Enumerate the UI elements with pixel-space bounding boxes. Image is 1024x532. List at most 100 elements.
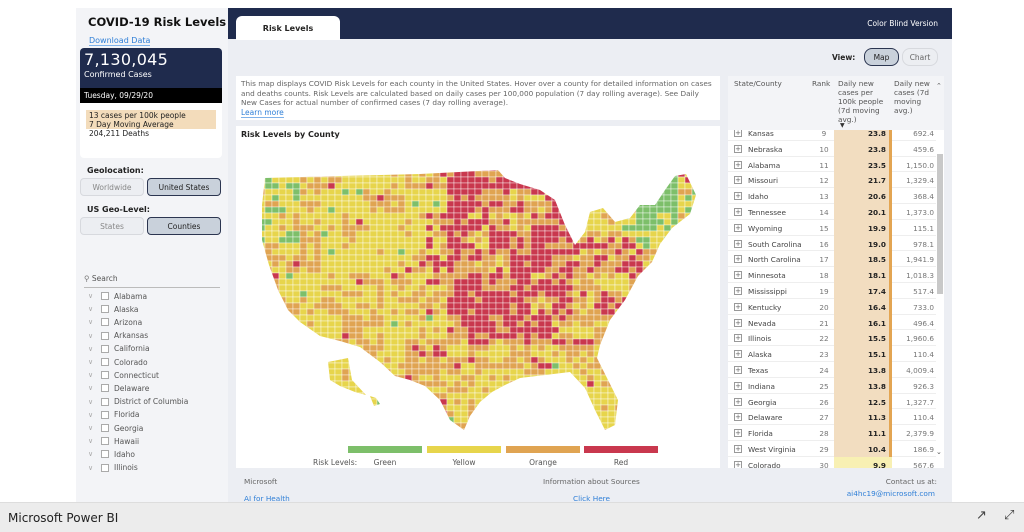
county-cell[interactable] — [390, 254, 399, 262]
county-cell[interactable] — [376, 194, 385, 202]
county-cell[interactable] — [495, 165, 504, 172]
county-cell[interactable] — [292, 218, 301, 226]
county-cell[interactable] — [362, 188, 371, 196]
checkbox[interactable] — [101, 384, 109, 393]
county-cell[interactable] — [530, 422, 539, 430]
county-cell[interactable] — [404, 386, 413, 394]
county-cell[interactable] — [516, 218, 525, 226]
county-cell[interactable] — [258, 302, 266, 310]
county-cell[interactable] — [649, 332, 658, 340]
county-cell[interactable] — [663, 356, 672, 364]
expand-icon[interactable]: + — [734, 271, 742, 280]
county-cell[interactable] — [474, 374, 483, 382]
county-cell[interactable] — [397, 314, 406, 322]
county-cell[interactable] — [285, 236, 294, 244]
county-cell[interactable] — [327, 320, 336, 328]
county-cell[interactable] — [418, 242, 427, 250]
county-cell[interactable] — [306, 422, 315, 430]
county-cell[interactable] — [516, 386, 525, 394]
county-cell[interactable] — [376, 236, 385, 244]
county-cell[interactable] — [383, 320, 392, 328]
county-cell[interactable] — [628, 296, 637, 304]
county-cell[interactable] — [572, 392, 581, 400]
county-cell[interactable] — [390, 290, 399, 298]
county-cell[interactable] — [488, 308, 497, 316]
county-cell[interactable] — [334, 416, 343, 424]
county-cell[interactable] — [509, 165, 518, 172]
county-cell[interactable] — [621, 392, 630, 400]
county-cell[interactable] — [663, 254, 672, 262]
county-cell[interactable] — [642, 218, 651, 226]
county-cell[interactable] — [495, 356, 504, 364]
county-cell[interactable] — [278, 368, 287, 376]
county-cell[interactable] — [593, 302, 602, 310]
county-cell[interactable] — [292, 242, 301, 250]
county-cell[interactable] — [537, 182, 546, 190]
county-cell[interactable] — [383, 242, 392, 250]
county-cell[interactable] — [607, 368, 616, 376]
county-cell[interactable] — [607, 200, 616, 208]
county-cell[interactable] — [642, 368, 651, 376]
county-cell[interactable] — [523, 410, 532, 418]
county-cell[interactable] — [355, 224, 364, 232]
county-cell[interactable] — [404, 242, 413, 250]
county-cell[interactable] — [677, 308, 686, 316]
county-cell[interactable] — [628, 248, 637, 256]
county-cell[interactable] — [313, 368, 322, 376]
county-cell[interactable] — [411, 248, 420, 256]
county-cell[interactable] — [425, 350, 434, 358]
county-cell[interactable] — [663, 170, 672, 178]
county-cell[interactable] — [418, 182, 427, 190]
county-cell[interactable] — [432, 314, 441, 322]
county-cell[interactable] — [327, 332, 336, 340]
county-cell[interactable] — [285, 188, 294, 196]
county-cell[interactable] — [635, 254, 644, 262]
county-cell[interactable] — [474, 326, 483, 334]
county-cell[interactable] — [299, 176, 308, 184]
county-cell[interactable] — [481, 380, 490, 388]
county-cell[interactable] — [607, 332, 616, 340]
county-cell[interactable] — [523, 350, 532, 358]
county-cell[interactable] — [320, 278, 329, 286]
county-cell[interactable] — [313, 296, 322, 304]
county-cell[interactable] — [474, 212, 483, 220]
county-cell[interactable] — [383, 404, 392, 412]
county-cell[interactable] — [649, 338, 658, 346]
county-cell[interactable] — [271, 404, 280, 412]
county-cell[interactable] — [516, 302, 525, 310]
chevron-down-icon[interactable]: ∨ — [88, 305, 94, 314]
county-cell[interactable] — [425, 170, 434, 178]
county-cell[interactable] — [334, 362, 343, 370]
county-cell[interactable] — [278, 170, 287, 178]
county-cell[interactable] — [355, 374, 364, 382]
county-cell[interactable] — [691, 392, 699, 400]
county-cell[interactable] — [614, 182, 623, 190]
county-cell[interactable] — [691, 260, 699, 268]
county-cell[interactable] — [439, 392, 448, 400]
county-cell[interactable] — [642, 422, 651, 430]
county-cell[interactable] — [355, 308, 364, 316]
county-cell[interactable] — [432, 260, 441, 268]
county-cell[interactable] — [327, 170, 336, 178]
county-cell[interactable] — [509, 374, 518, 382]
county-cell[interactable] — [516, 290, 525, 298]
county-cell[interactable] — [376, 422, 385, 430]
county-cell[interactable] — [509, 392, 518, 400]
county-cell[interactable] — [355, 422, 364, 430]
county-cell[interactable] — [397, 170, 406, 178]
county-cell[interactable] — [334, 368, 343, 376]
county-cell[interactable] — [579, 350, 588, 358]
county-cell[interactable] — [258, 260, 266, 268]
county-cell[interactable] — [264, 386, 273, 394]
county-cell[interactable] — [264, 165, 273, 172]
county-cell[interactable] — [285, 350, 294, 358]
county-cell[interactable] — [341, 242, 350, 250]
expand-icon[interactable]: + — [734, 381, 742, 390]
county-cell[interactable] — [390, 308, 399, 316]
county-cell[interactable] — [355, 170, 364, 178]
county-cell[interactable] — [551, 248, 560, 256]
county-cell[interactable] — [481, 170, 490, 178]
county-cell[interactable] — [699, 321, 706, 327]
county-cell[interactable] — [271, 278, 280, 286]
county-cell[interactable] — [355, 230, 364, 238]
